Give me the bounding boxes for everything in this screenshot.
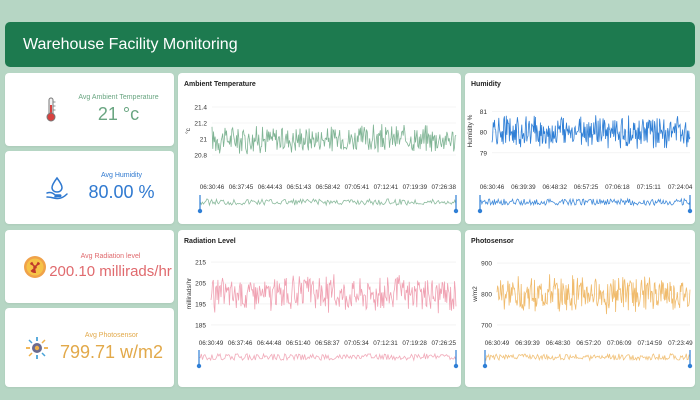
page-title: Warehouse Facility Monitoring (23, 35, 238, 53)
humidity-chart[interactable]: 81 80 79 Humidity % 06:30:46 06:39:39 06:48:32… (465, 73, 695, 224)
y-axis-label: Humidity % (467, 114, 474, 147)
y-axis-label: millirads/hr (186, 277, 193, 309)
x-tick-label: 07:19:39 (403, 184, 428, 191)
navigator-handle-knob (687, 363, 693, 369)
x-tick-label: 06:30:49 (199, 340, 224, 347)
avg-humidity-label: Avg Humidity (100, 172, 143, 179)
series-line (491, 115, 691, 149)
navigator-line (484, 352, 691, 362)
navigator-handle-knob (482, 363, 488, 369)
y-tick-label: 81 (480, 109, 488, 116)
x-tick-label: 07:05:41 (345, 184, 370, 191)
y-tick-label: 800 (481, 292, 492, 299)
navigator-handle-knob (687, 208, 693, 214)
navigator-handle-knob (197, 208, 203, 214)
ambient-temperature-chart[interactable]: 21.4 21.2 21 20.8 °c 06:30:46 06:37:45 06:44:43… (178, 73, 461, 224)
x-tick-label: 07:24:04 (668, 184, 693, 191)
x-tick-label: 06:30:46 (480, 184, 505, 191)
navigator-line (198, 352, 457, 362)
navigator-handle-knob (196, 363, 202, 369)
x-tick-label: 06:48:30 (546, 340, 571, 347)
avg-radiation-label: Avg Radiation level (80, 253, 141, 260)
series-line (210, 274, 457, 314)
x-tick-label: 06:48:32 (542, 184, 567, 191)
navigator-handle-knob (453, 208, 459, 214)
y-tick-label: 21 (200, 137, 208, 144)
x-tick-label: 06:44:48 (257, 340, 282, 347)
chart-title: Humidity (471, 81, 501, 88)
chart-title: Ambient Temperature (184, 81, 256, 88)
x-tick-label: 07:14:59 (638, 340, 663, 347)
navigator-line (479, 197, 691, 207)
app-header: Warehouse Facility Monitoring (5, 22, 695, 67)
x-tick-label: 06:58:37 (315, 340, 340, 347)
y-tick-label: 21.4 (194, 105, 207, 112)
avg-humidity-card: Avg Humidity 80.00 % (5, 151, 174, 224)
navigator-handle-knob (453, 363, 459, 369)
avg-radiation-card: Avg Radiation level 200.10 millirads/hr (5, 230, 174, 303)
x-tick-label: 06:39:39 (515, 340, 540, 347)
avg-humidity-value: 80.00 % (88, 182, 155, 202)
y-tick-label: 21.2 (194, 121, 207, 128)
radiation-level-chart-card: Radiation Level 215 205 195 185 millirads/hr… (178, 230, 461, 387)
navigator-handle-knob (477, 208, 483, 214)
thermometer-icon (39, 96, 63, 124)
y-tick-label: 185 (195, 322, 206, 329)
series-line (211, 124, 457, 155)
ambient-temperature-chart-card: Ambient Temperature 21.4 21.2 21 20.8 °c 06:3… (178, 73, 461, 224)
y-tick-label: 195 (195, 301, 206, 308)
x-tick-label: 06:51:40 (286, 340, 311, 347)
x-tick-label: 07:05:34 (344, 340, 369, 347)
chart-title: Radiation Level (184, 238, 236, 245)
photosensor-chart[interactable]: 900 800 700 w/m2 06:30:49 06:39:39 06:48:30 06:… (465, 230, 695, 387)
x-tick-label: 07:23:49 (668, 340, 693, 347)
y-axis-label: w/m2 (472, 286, 479, 303)
avg-temperature-label: Avg Ambient Temperature (78, 94, 159, 101)
x-tick-label: 06:30:46 (200, 184, 225, 191)
x-tick-label: 06:37:46 (228, 340, 253, 347)
y-tick-label: 80 (480, 130, 488, 137)
radiation-level-chart[interactable]: 215 205 195 185 millirads/hr 06:30:49 06:37:46… (178, 230, 461, 387)
avg-photosensor-label: Avg Photosensor (84, 332, 139, 339)
y-tick-label: 700 (481, 322, 492, 329)
x-tick-label: 07:26:25 (431, 340, 456, 347)
chart-title: Photosensor (471, 238, 514, 245)
x-tick-label: 07:06:18 (605, 184, 630, 191)
series-line (496, 274, 691, 315)
x-tick-label: 06:57:25 (574, 184, 599, 191)
navigator-line (199, 197, 457, 207)
radiation-icon (23, 253, 47, 281)
x-tick-label: 07:19:28 (402, 340, 427, 347)
x-tick-label: 07:12:31 (373, 340, 398, 347)
water-drop-hand-icon (45, 174, 69, 202)
x-tick-label: 06:57:20 (576, 340, 601, 347)
photosensor-chart-card: Photosensor 900 800 700 w/m2 06:30:49 06:39:3… (465, 230, 695, 387)
y-tick-label: 215 (195, 260, 206, 267)
y-tick-label: 20.8 (194, 153, 207, 160)
avg-temperature-card: Avg Ambient Temperature 21 °c (5, 73, 174, 146)
x-tick-label: 06:44:43 (258, 184, 283, 191)
x-tick-label: 07:06:09 (607, 340, 632, 347)
avg-photosensor-card: Avg Photosensor 799.71 w/m2 (5, 308, 174, 387)
x-tick-label: 07:12:41 (374, 184, 399, 191)
x-tick-label: 06:51:43 (287, 184, 312, 191)
x-tick-label: 07:26:38 (432, 184, 457, 191)
humidity-chart-card: Humidity 81 80 79 Humidity % 06:30:46 06:39:3… (465, 73, 695, 224)
x-tick-label: 06:39:39 (511, 184, 536, 191)
x-tick-label: 06:37:45 (229, 184, 254, 191)
x-tick-label: 07:15:11 (637, 184, 662, 191)
avg-radiation-value: 200.10 millirads/hr (49, 263, 172, 280)
photosensor-icon (25, 334, 49, 362)
avg-temperature-value: 21 °c (97, 104, 140, 124)
y-axis-label: °c (184, 127, 192, 134)
x-tick-label: 06:30:49 (485, 340, 510, 347)
x-tick-label: 06:58:42 (316, 184, 341, 191)
y-tick-label: 900 (481, 261, 492, 268)
avg-photosensor-value: 799.71 w/m2 (59, 342, 164, 362)
y-tick-label: 205 (195, 281, 206, 288)
y-tick-label: 79 (480, 150, 488, 157)
